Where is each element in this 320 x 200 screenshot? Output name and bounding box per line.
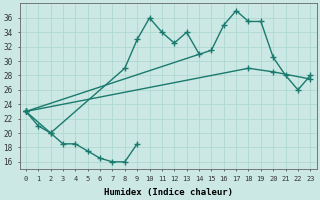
X-axis label: Humidex (Indice chaleur): Humidex (Indice chaleur): [104, 188, 233, 197]
